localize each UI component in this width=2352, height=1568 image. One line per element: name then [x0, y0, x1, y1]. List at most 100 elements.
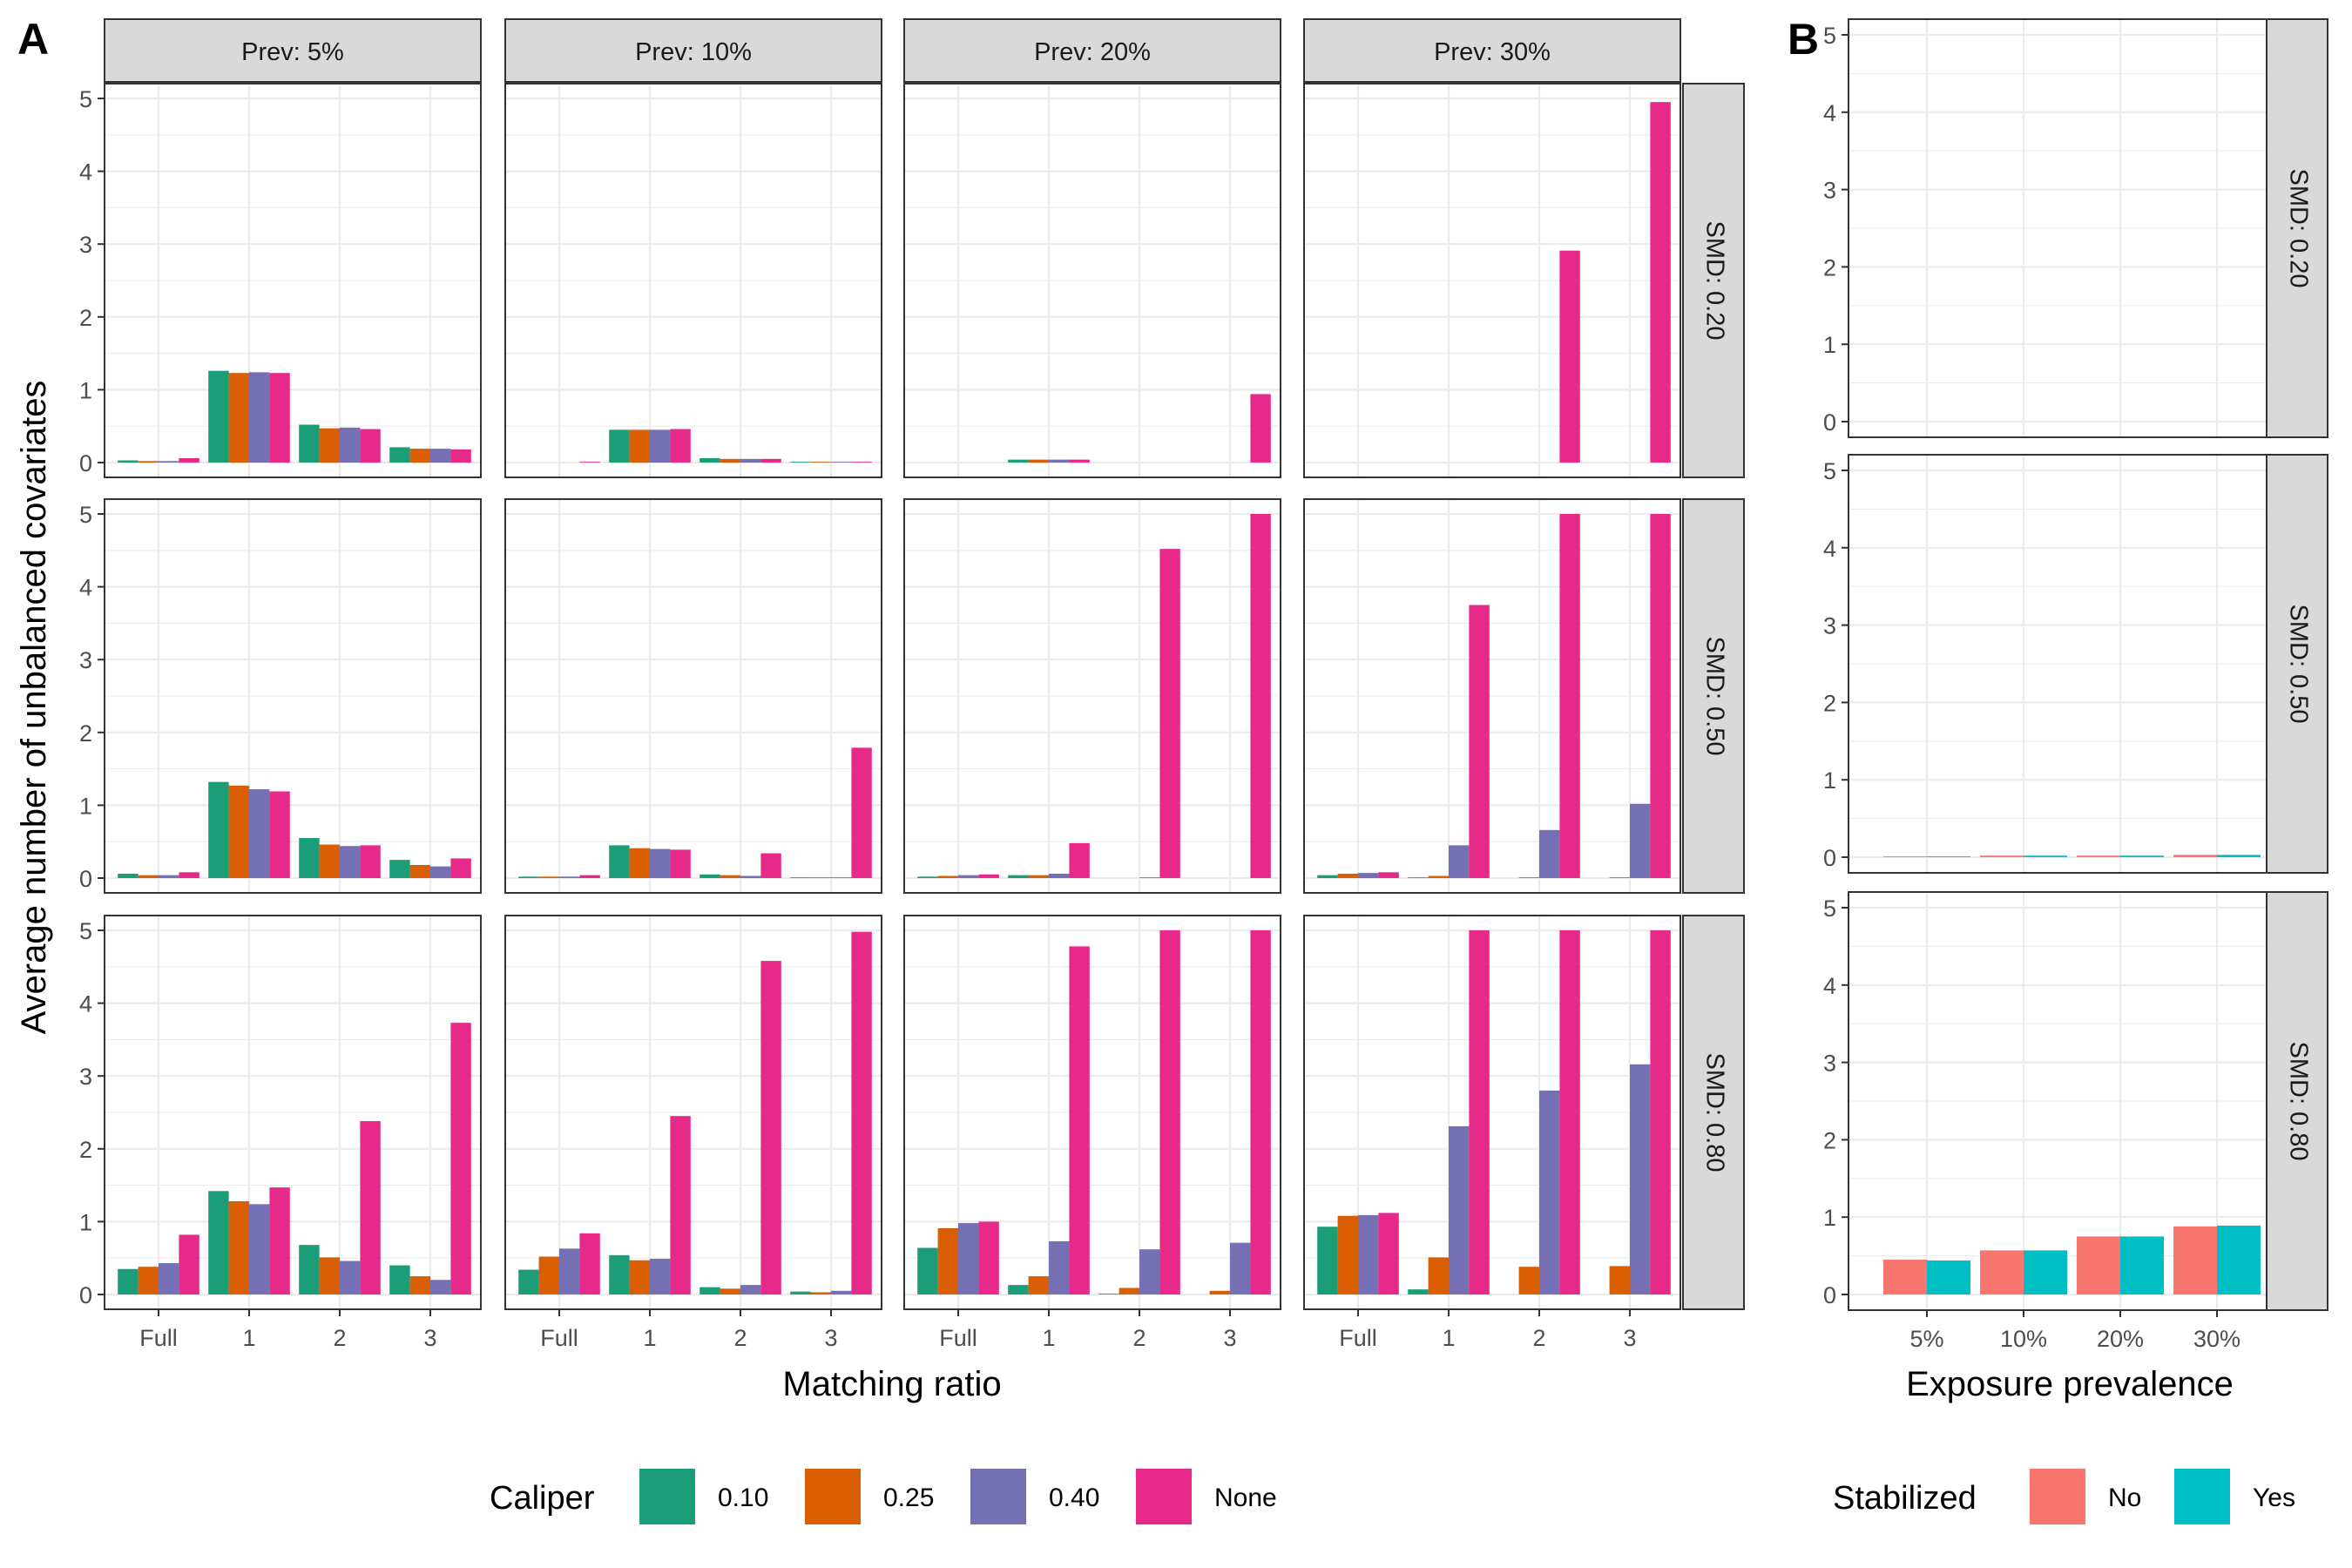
bar-caliper-010-ratio-1: [208, 370, 229, 463]
y-tick-label: 4: [79, 159, 92, 186]
bar-caliper-025-ratio-full: [1337, 1215, 1358, 1294]
bar-caliper-025-ratio-1: [629, 1260, 650, 1294]
bar-caliper-040-ratio-1: [1049, 1240, 1070, 1294]
strip-background: [1682, 83, 1745, 478]
bar-caliper-025-ratio-full: [937, 1227, 958, 1294]
bar-caliper-None-ratio-full: [579, 462, 600, 463]
legend-label: No: [2108, 1484, 2141, 1512]
bar-caliper-025-ratio-2: [1518, 1267, 1539, 1294]
bar-stabilized-no-prev-10pct: [1980, 1250, 2024, 1294]
bar-caliper-010-ratio-3: [389, 860, 410, 878]
bar-caliper-025-ratio-2: [1119, 1288, 1139, 1294]
legend-caliper: Caliper 0.10 0.25 0.40 None: [490, 1469, 1277, 1524]
bar-stabilized-yes-prev-10pct: [2024, 855, 2067, 857]
y-tick-label: 0: [1823, 1282, 1836, 1308]
bar-caliper-025-ratio-2: [720, 1288, 740, 1294]
bar-caliper-040-ratio-full: [958, 1223, 979, 1294]
bar-caliper-025-ratio-full: [138, 875, 159, 878]
bar-caliper-None-ratio-2: [760, 853, 781, 878]
bar-stabilized-no-prev-5pct: [1883, 856, 1927, 857]
bar-caliper-040-ratio-2: [340, 846, 361, 878]
strip-background: [104, 18, 482, 83]
y-tick-label: 3: [1823, 178, 1836, 204]
y-tick-label: 1: [1823, 332, 1836, 358]
b-row-strip-3: SMD: 0.80: [2266, 891, 2328, 1311]
bar-caliper-None-ratio-1: [1469, 930, 1490, 1294]
bar-caliper-010-ratio-full: [917, 1247, 938, 1294]
bar-caliper-025-ratio-3: [1209, 1290, 1230, 1294]
y-tick-label: 5: [79, 918, 92, 944]
bar-caliper-010-ratio-1: [1008, 875, 1029, 878]
facet-panel-r2-c4: [1303, 498, 1681, 894]
x-tick-label: 10%: [2000, 1326, 2047, 1352]
bar-caliper-010-ratio-3: [790, 1291, 811, 1294]
strip-background: [2266, 454, 2328, 874]
legend-label: 0.25: [883, 1484, 934, 1512]
y-tick-label: 0: [79, 450, 92, 476]
bar-caliper-None-ratio-full: [579, 875, 600, 878]
bar-stabilized-no-prev-20pct: [2077, 855, 2120, 857]
strip-label: SMD: 0.20: [2284, 169, 2312, 288]
bar-caliper-010-ratio-1: [1008, 1285, 1029, 1294]
bar-stabilized-yes-prev-5pct: [1927, 856, 1970, 857]
strip-label: SMD: 0.80: [2284, 1042, 2312, 1161]
bar-caliper-010-ratio-3: [790, 877, 811, 878]
row-strip-3: SMD: 0.80: [1682, 915, 1745, 1310]
legend-key-0: [2030, 1469, 2085, 1524]
bar-caliper-025-ratio-1: [228, 373, 249, 463]
bar-caliper-010-ratio-full: [1317, 1227, 1338, 1294]
bar-caliper-025-ratio-full: [1337, 873, 1358, 878]
bar-caliper-040-ratio-2: [1539, 829, 1560, 878]
bar-caliper-040-ratio-2: [340, 1260, 361, 1294]
bar-caliper-040-ratio-full: [1358, 1214, 1379, 1294]
facet-panel-r3-c4: [1303, 915, 1681, 1310]
bar-caliper-040-ratio-3: [430, 1280, 451, 1294]
bar-caliper-025-ratio-2: [1518, 877, 1539, 878]
y-tick-label: 3: [1823, 1051, 1836, 1077]
bar-caliper-040-ratio-3: [430, 449, 451, 463]
b-facet-panel-r2: [1848, 454, 2268, 874]
x-axis-title: Exposure prevalence: [1906, 1365, 2234, 1403]
x-tick-label: 3: [423, 1325, 436, 1351]
bar-caliper-None-ratio-full: [179, 1234, 199, 1294]
bar-caliper-010-ratio-1: [1408, 1289, 1429, 1294]
strip-label: Prev: 5%: [241, 38, 344, 66]
bar-stabilized-no-prev-10pct: [1980, 855, 2024, 857]
row-strip-1: SMD: 0.20: [1682, 83, 1745, 478]
bar-caliper-None-ratio-full: [179, 457, 199, 463]
y-tick-label: 0: [79, 866, 92, 892]
bar-caliper-040-ratio-full: [559, 1248, 580, 1294]
bar-caliper-025-ratio-2: [720, 875, 740, 878]
b-facet-panel-r3: [1848, 891, 2268, 1311]
x-axis-title: Matching ratio: [782, 1365, 1001, 1403]
strip-label: SMD: 0.50: [2284, 605, 2312, 724]
y-tick-label: 4: [1823, 100, 1836, 126]
bar-stabilized-no-prev-5pct: [1883, 1260, 1927, 1294]
bar-caliper-None-ratio-full: [579, 1233, 600, 1294]
y-tick-label: 0: [1823, 845, 1836, 871]
bar-caliper-040-ratio-1: [650, 1259, 671, 1294]
strip-label: Prev: 30%: [1434, 38, 1551, 66]
panel-border: [903, 915, 1281, 1310]
strip-background: [1682, 915, 1745, 1310]
panel-border: [903, 498, 1281, 894]
y-tick-label: 4: [1823, 536, 1836, 562]
bar-caliper-None-ratio-3: [1650, 514, 1671, 878]
panel-border: [104, 498, 482, 894]
bar-caliper-None-ratio-1: [1069, 459, 1090, 463]
bar-caliper-025-ratio-full: [538, 1256, 559, 1294]
y-tick-label: 0: [79, 1282, 92, 1308]
bar-caliper-040-ratio-3: [1230, 1242, 1251, 1294]
y-tick-label: 2: [79, 305, 92, 331]
bar-caliper-None-ratio-1: [1069, 946, 1090, 1294]
bar-caliper-010-ratio-2: [700, 874, 720, 878]
bar-caliper-010-ratio-1: [1008, 459, 1029, 463]
x-tick-label: 5%: [1909, 1326, 1943, 1352]
bar-caliper-040-ratio-2: [1539, 1090, 1560, 1294]
bar-caliper-None-ratio-1: [269, 373, 290, 463]
bar-caliper-010-ratio-full: [118, 873, 139, 878]
bar-caliper-None-ratio-3: [851, 462, 872, 463]
x-tick-label: 30%: [2193, 1326, 2240, 1352]
bar-caliper-None-ratio-3: [851, 931, 872, 1294]
bar-caliper-040-ratio-3: [1630, 1064, 1651, 1294]
